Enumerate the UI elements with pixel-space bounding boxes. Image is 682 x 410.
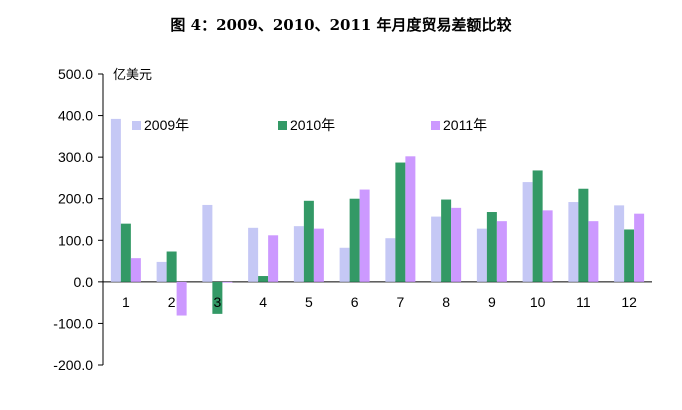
legend-swatch-2011年: [431, 121, 440, 130]
legend-label: 2010年: [290, 117, 335, 133]
y-axis-unit-label: 亿美元: [113, 68, 152, 83]
bar-2011年-month-12: [634, 213, 645, 282]
labels-layer: 500.0 400.0 300.0 200.0 100.0 0.0 -100.0 -200.0…: [53, 66, 637, 373]
bar-2011年-month-11: [588, 221, 599, 282]
x-category-label: 8: [442, 294, 450, 310]
bar-2010年-month-7: [395, 162, 406, 282]
bar-2011年-month-3: [222, 281, 233, 283]
bar-2009年-month-2: [156, 261, 167, 282]
x-category-label: 12: [621, 294, 637, 310]
y-tick-label: 0.0: [74, 274, 94, 290]
bar-2009年-month-7: [385, 238, 396, 282]
bar-2010年-month-1: [120, 223, 131, 282]
bar-2010年-month-3: [212, 281, 223, 314]
chart-title: 图 4：2009、2010、2011 年月度贸易差额比较: [170, 16, 512, 34]
bar-2010年-month-5: [303, 200, 314, 282]
bar-2009年-month-3: [202, 204, 213, 282]
bar-2010年-month-12: [624, 229, 635, 282]
y-tick-label: 300.0: [58, 149, 93, 165]
bar-2010年-month-11: [578, 188, 589, 282]
x-category-label: 11: [576, 294, 591, 310]
bar-2009年-month-11: [568, 202, 579, 282]
legend-swatch-2009年: [132, 121, 141, 130]
y-tick-label: 200.0: [58, 191, 93, 207]
x-category-label: 5: [305, 294, 313, 310]
bar-2009年-month-10: [522, 182, 533, 282]
bar-2011年-month-5: [313, 228, 324, 282]
y-tick-label: 400.0: [58, 108, 93, 124]
x-category-label: 4: [259, 294, 267, 310]
bar-2010年-month-6: [349, 198, 360, 282]
legend-label: 2009年: [144, 117, 189, 133]
legend-swatch-2010年: [278, 121, 287, 130]
bar-2010年-month-4: [258, 276, 269, 282]
bar-2011年-month-8: [451, 207, 462, 282]
bar-2010年-month-9: [486, 212, 497, 282]
bar-2011年-month-7: [405, 156, 416, 282]
bar-2011年-month-1: [130, 258, 141, 282]
axes-layer: [98, 73, 652, 366]
x-category-label: 6: [351, 294, 359, 310]
bar-2009年-month-1: [110, 118, 121, 282]
y-tick-label: -200.0: [53, 357, 93, 373]
bar-2011年-month-9: [496, 221, 507, 282]
bar-2009年-month-8: [431, 216, 442, 282]
bar-2011年-month-4: [268, 235, 279, 282]
x-category-label: 2: [168, 294, 176, 310]
y-tick-label: 500.0: [58, 66, 93, 82]
bar-2009年-month-9: [476, 228, 487, 282]
bar-2009年-month-4: [248, 227, 259, 282]
bar-2011年-month-2: [176, 281, 187, 316]
x-category-label: 7: [396, 294, 404, 310]
bar-2009年-month-6: [339, 247, 350, 282]
bar-2010年-month-2: [166, 251, 177, 282]
bar-2010年-month-10: [532, 170, 543, 282]
bar-2009年-month-5: [293, 226, 304, 282]
bar-2009年-month-12: [614, 205, 625, 282]
bar-2010年-month-8: [441, 199, 452, 282]
legend-label: 2011年: [443, 117, 487, 133]
y-tick-label: 100.0: [58, 232, 93, 248]
legend-layer: 2009年 2010年 2011年: [132, 117, 487, 133]
bar-2011年-month-6: [359, 189, 370, 282]
bars-layer: [110, 118, 645, 316]
bar-2011年-month-10: [542, 210, 553, 282]
x-category-label: 10: [530, 294, 546, 310]
x-category-label: 9: [488, 294, 496, 310]
y-tick-label: -100.0: [53, 315, 93, 331]
x-category-label: 1: [122, 294, 130, 310]
x-category-label: 3: [213, 294, 221, 310]
